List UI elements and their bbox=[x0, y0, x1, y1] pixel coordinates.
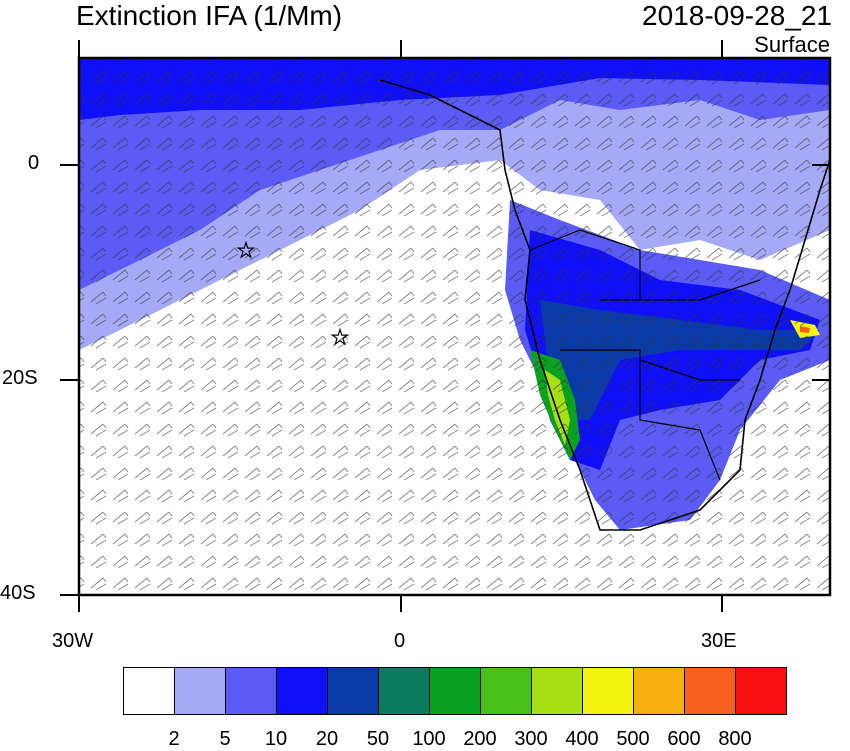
plot-title: Extinction IFA (1/Mm) bbox=[76, 0, 343, 31]
datetime-title: 2018-09-28_21 bbox=[642, 0, 832, 31]
lat-label-20s: 20S bbox=[2, 367, 38, 389]
star-marker-icon: ★ bbox=[331, 327, 349, 349]
colorbar-tick-label: 200 bbox=[463, 728, 497, 750]
colorbar-swatch bbox=[429, 667, 481, 715]
colorbar-swatch bbox=[276, 667, 328, 715]
star-marker-icon: ★ bbox=[237, 240, 255, 262]
colorbar-swatch bbox=[327, 667, 379, 715]
colorbar-tick-label: 400 bbox=[565, 728, 599, 750]
lat-label-40s: 40S bbox=[0, 582, 36, 604]
colorbar-tick-label: 600 bbox=[667, 728, 701, 750]
colorbar-swatch bbox=[633, 667, 685, 715]
colorbar-tick-label: 800 bbox=[718, 728, 752, 750]
lat-label-0: 0 bbox=[28, 152, 40, 174]
colorbar-swatch bbox=[123, 667, 175, 715]
colorbar-swatch bbox=[174, 667, 226, 715]
colorbar-tick-label: 50 bbox=[366, 728, 390, 750]
colorbar-swatch bbox=[684, 667, 736, 715]
colorbar-tick-label: 100 bbox=[412, 728, 446, 750]
level-label: Surface bbox=[754, 32, 830, 57]
colorbar-swatch bbox=[735, 667, 787, 715]
colorbar bbox=[123, 667, 787, 717]
colorbar-tick-label: 300 bbox=[514, 728, 548, 750]
colorbar-tick-label: 20 bbox=[315, 728, 339, 750]
colorbar-swatch bbox=[378, 667, 430, 715]
colorbar-tick-label: 500 bbox=[616, 728, 650, 750]
colorbar-tick-label: 2 bbox=[168, 728, 180, 750]
lon-label-0: 0 bbox=[394, 630, 406, 652]
colorbar-swatch bbox=[480, 667, 532, 715]
lon-label-30w: 30W bbox=[52, 630, 94, 652]
colorbar-tick-label: 5 bbox=[219, 728, 231, 750]
colorbar-swatch bbox=[582, 667, 634, 715]
colorbar-swatch bbox=[225, 667, 277, 715]
colorbar-swatch bbox=[531, 667, 583, 715]
colorbar-tick-label: 10 bbox=[264, 728, 288, 750]
lon-label-30e: 30E bbox=[701, 630, 737, 652]
